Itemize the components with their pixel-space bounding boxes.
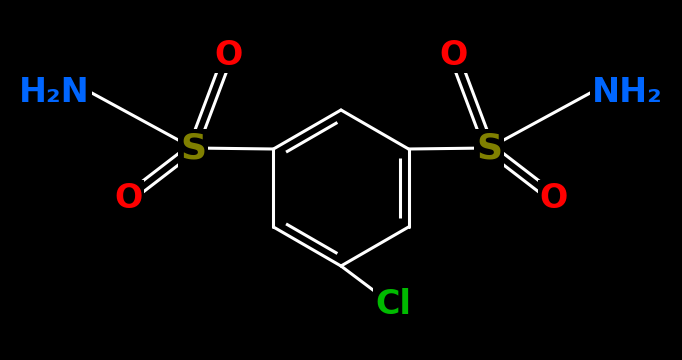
Text: Cl: Cl [375,288,411,321]
Text: O: O [440,39,468,72]
Text: S: S [180,131,206,165]
Text: S: S [476,131,502,165]
Text: NH₂: NH₂ [592,76,663,108]
Text: H₂N: H₂N [19,76,90,108]
Text: O: O [540,181,568,215]
Text: O: O [114,181,142,215]
Text: O: O [214,39,242,72]
